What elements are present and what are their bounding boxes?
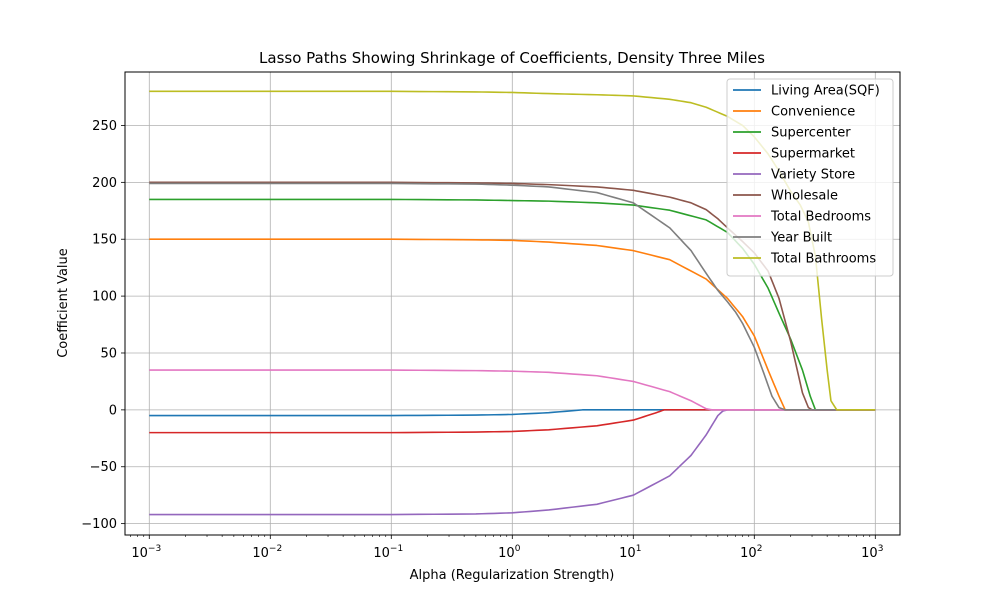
legend-label-variety-store: Variety Store xyxy=(771,168,855,183)
legend-label-wholesale: Wholesale xyxy=(771,189,838,204)
legend-label-supermarket: Supermarket xyxy=(771,147,855,162)
x-tick-base: 10 xyxy=(498,546,515,561)
x-tick-base: 10 xyxy=(619,546,636,561)
x-tick-exponent: 1 xyxy=(636,544,642,554)
legend-label-total-bedrooms: Total Bedrooms xyxy=(770,210,871,225)
y-tick-label: −100 xyxy=(81,517,117,532)
axis-ticks: 10−3 10−2 10−1 100 101 102 103−100−50050100150… xyxy=(81,119,883,561)
legend-label-living-area-sqf: Living Area(SQF) xyxy=(771,84,880,99)
x-tick-label: 103 xyxy=(861,544,883,561)
series-line-convenience xyxy=(149,238,876,411)
y-tick-label: −50 xyxy=(90,460,117,475)
x-tick-base: 10 xyxy=(131,546,148,561)
y-tick-label: 50 xyxy=(100,346,117,361)
x-tick-base: 10 xyxy=(740,546,757,561)
legend-label-year-built: Year Built xyxy=(770,231,832,246)
x-tick-base: 10 xyxy=(861,546,878,561)
x-tick-exponent: −2 xyxy=(269,544,282,554)
x-tick-base: 10 xyxy=(252,546,269,561)
legend-box xyxy=(726,78,894,277)
legend-label-convenience: Convenience xyxy=(771,105,855,120)
x-axis-label: Alpha (Regularization Strength) xyxy=(410,568,615,583)
x-tick-label: 102 xyxy=(740,544,762,561)
x-tick-base: 10 xyxy=(373,546,390,561)
series-line-variety-store xyxy=(149,409,876,516)
x-tick-label: 100 xyxy=(498,544,521,561)
x-tick-exponent: 2 xyxy=(757,544,763,554)
series-line-supermarket xyxy=(149,409,876,434)
series-line-wholesale xyxy=(149,181,876,411)
legend-label-total-bathrooms: Total Bathrooms xyxy=(770,252,876,267)
legend-label-supercenter: Supercenter xyxy=(771,126,851,141)
x-tick-label: 10−2 xyxy=(252,544,282,561)
x-tick-exponent: −1 xyxy=(390,544,403,554)
y-tick-label: 200 xyxy=(92,176,117,191)
y-axis-label: Coefficient Value xyxy=(56,248,71,358)
x-tick-label: 101 xyxy=(619,544,641,561)
x-tick-exponent: 3 xyxy=(878,544,884,554)
x-tick-exponent: −3 xyxy=(148,544,161,554)
legend: Living Area(SQF) Convenience Supercenter Su… xyxy=(726,78,894,277)
y-tick-label: 150 xyxy=(92,233,117,248)
y-tick-label: 250 xyxy=(92,119,117,134)
x-tick-label: 10−3 xyxy=(131,544,161,561)
y-tick-label: 0 xyxy=(109,403,117,418)
series-line-year-built xyxy=(149,182,876,411)
y-tick-label: 100 xyxy=(92,290,117,305)
x-tick-exponent: 0 xyxy=(515,544,521,554)
series-line-total-bedrooms xyxy=(149,369,876,411)
series-line-supercenter xyxy=(149,198,876,411)
chart-title: Lasso Paths Showing Shrinkage of Coeffic… xyxy=(259,49,765,67)
x-tick-label: 10−1 xyxy=(373,544,403,561)
